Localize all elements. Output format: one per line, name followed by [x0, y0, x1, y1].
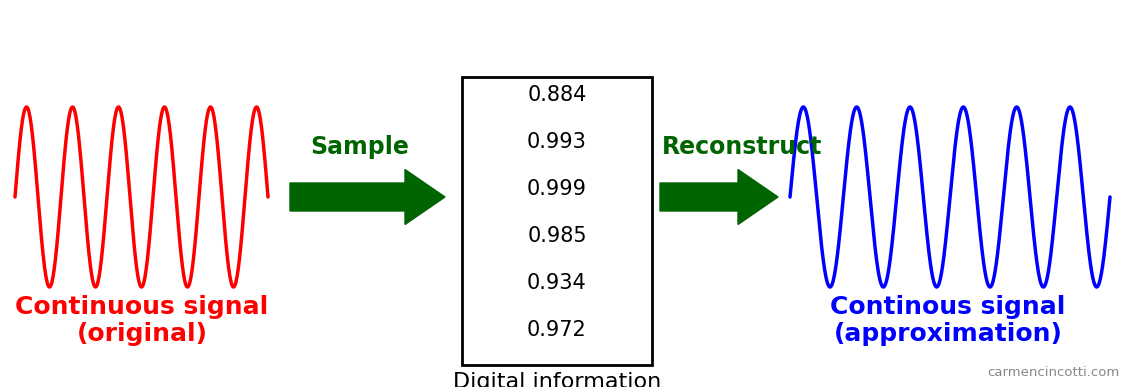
- Text: 0.993: 0.993: [527, 132, 587, 152]
- Text: carmencincotti.com: carmencincotti.com: [987, 366, 1120, 379]
- Text: 0.985: 0.985: [527, 226, 587, 246]
- Text: (approximation): (approximation): [833, 322, 1062, 346]
- FancyArrow shape: [291, 170, 445, 224]
- Text: Digital information: Digital information: [453, 372, 661, 387]
- FancyArrow shape: [659, 170, 777, 224]
- Text: 0.972: 0.972: [527, 320, 587, 340]
- Text: 0.934: 0.934: [527, 273, 587, 293]
- Text: Continous signal: Continous signal: [831, 295, 1066, 319]
- Bar: [462, 77, 651, 365]
- Text: Sample: Sample: [310, 135, 409, 159]
- Text: Continuous signal: Continuous signal: [16, 295, 269, 319]
- Text: (original): (original): [76, 322, 208, 346]
- Text: 0.999: 0.999: [527, 179, 587, 199]
- Text: 0.884: 0.884: [528, 85, 587, 105]
- Text: Reconstruct: Reconstruct: [662, 135, 823, 159]
